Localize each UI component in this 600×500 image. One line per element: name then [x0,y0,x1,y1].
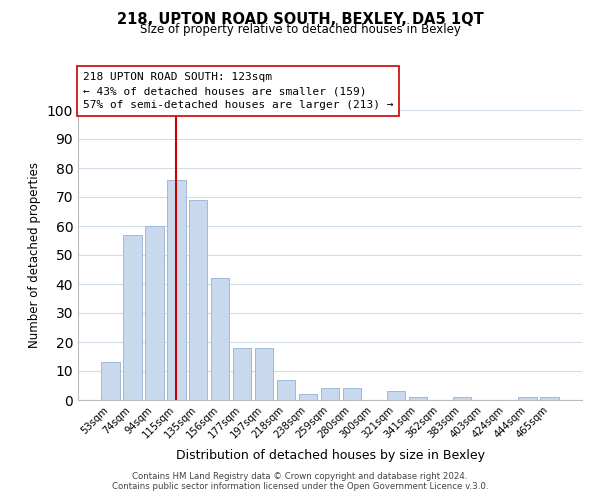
Text: 218, UPTON ROAD SOUTH, BEXLEY, DA5 1QT: 218, UPTON ROAD SOUTH, BEXLEY, DA5 1QT [116,12,484,28]
Bar [320,388,340,400]
Bar [123,234,142,400]
Text: 218 UPTON ROAD SOUTH: 123sqm
← 43% of detached houses are smaller (159)
57% of s: 218 UPTON ROAD SOUTH: 123sqm ← 43% of de… [83,72,394,110]
Bar [518,397,537,400]
Bar [211,278,229,400]
Bar [167,180,185,400]
Bar [277,380,295,400]
Bar [386,392,405,400]
Bar [101,362,119,400]
Bar [452,397,471,400]
Bar [233,348,251,400]
Text: Contains public sector information licensed under the Open Government Licence v.: Contains public sector information licen… [112,482,488,491]
Bar [145,226,164,400]
Bar [189,200,208,400]
Bar [299,394,317,400]
Text: Size of property relative to detached houses in Bexley: Size of property relative to detached ho… [140,22,460,36]
Bar [343,388,361,400]
Bar [255,348,274,400]
X-axis label: Distribution of detached houses by size in Bexley: Distribution of detached houses by size … [176,449,485,462]
Text: Contains HM Land Registry data © Crown copyright and database right 2024.: Contains HM Land Registry data © Crown c… [132,472,468,481]
Y-axis label: Number of detached properties: Number of detached properties [28,162,41,348]
Bar [409,397,427,400]
Bar [541,397,559,400]
